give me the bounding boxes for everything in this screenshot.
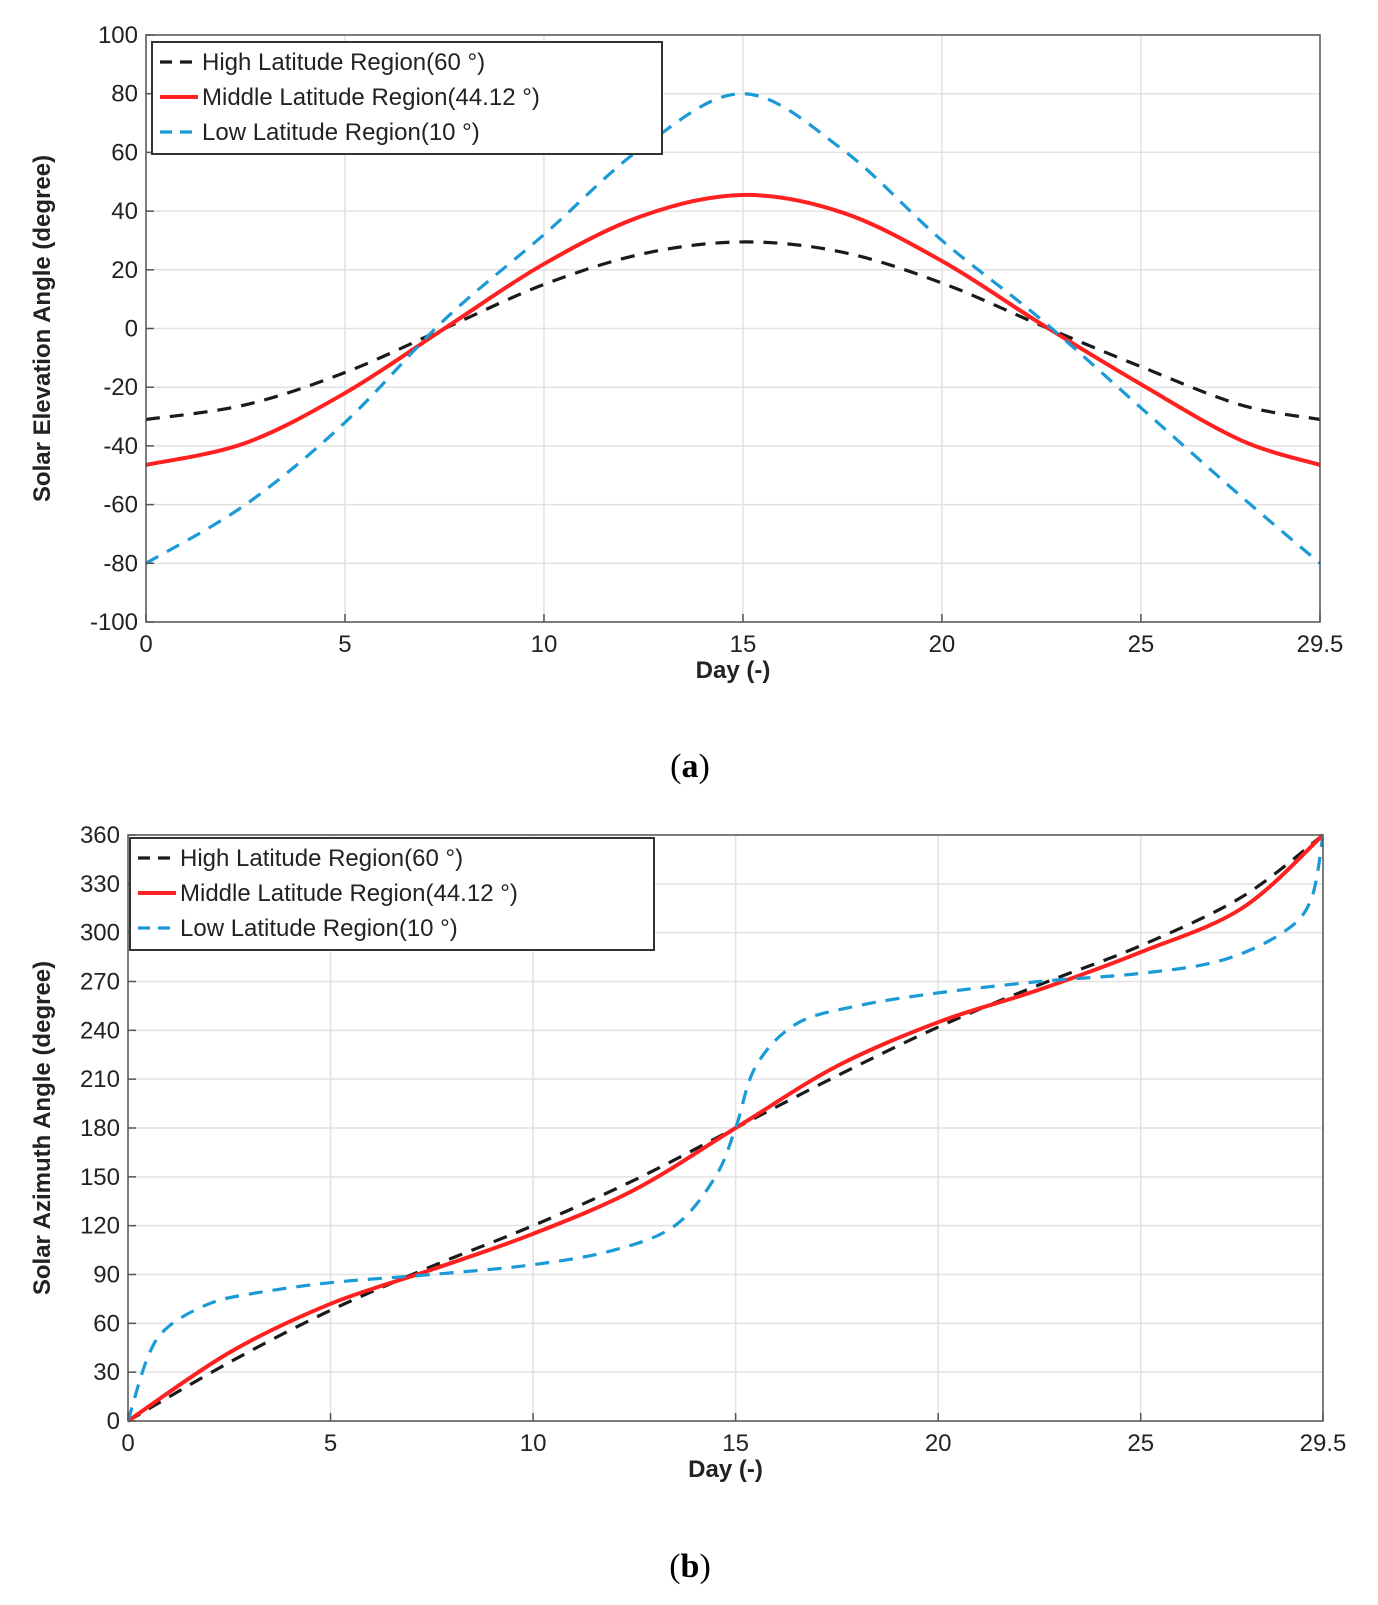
- chart-a: 0 5 10 15 20 25 29.5 -100 -80 -60 -40 -20 0 20 40 60 80 1…: [29, 22, 1343, 684]
- chart-a-y-axis-label: Solar Elevation Angle (degree): [29, 155, 56, 502]
- chart-a-y-tick-label: 80: [111, 81, 138, 108]
- chart-a-series-line-0: [146, 240, 1320, 422]
- chart-a-x-tick-label: 10: [531, 631, 558, 658]
- chart-a-legend-label-2: Low Latitude Region(10 °): [202, 119, 480, 146]
- chart-a-y-tick-label: -60: [103, 492, 138, 519]
- chart-b-y-tick-label: 120: [80, 1213, 120, 1240]
- chart-b-x-tick-label: 5: [324, 1430, 337, 1457]
- chart-b-y-tick-label: 300: [80, 920, 120, 947]
- chart-a-series-line-2: [146, 92, 1320, 565]
- chart-a-legend-label-1: Middle Latitude Region(44.12 °): [202, 84, 540, 111]
- chart-a-y-tick-label: -80: [103, 550, 138, 577]
- chart-b-y-tick-label: 270: [80, 969, 120, 996]
- chart-a-legend: High Latitude Region(60 °) Middle Latitud…: [151, 41, 663, 155]
- chart-b: 0 5 10 15 20 25 29.5 0 30 60 90 120 150 180 210 240 270 3…: [29, 822, 1346, 1483]
- caption-b: (b): [669, 1548, 711, 1585]
- chart-b-y-tick-label: 60: [93, 1310, 120, 1337]
- chart-a-y-tick-label: 0: [125, 316, 138, 343]
- chart-a-x-tick-label: 29.5: [1297, 631, 1344, 658]
- chart-a-y-tick-label: 20: [111, 257, 138, 284]
- chart-b-y-tick-label: 240: [80, 1017, 120, 1044]
- chart-b-legend-label-1: Middle Latitude Region(44.12 °): [180, 880, 518, 907]
- caption-a: (a): [670, 748, 710, 785]
- chart-b-y-tick-label: 150: [80, 1164, 120, 1191]
- caption-a-letter: a: [682, 748, 699, 785]
- chart-a-y-tick-label: -20: [103, 374, 138, 401]
- chart-a-y-tick-label: 60: [111, 139, 138, 166]
- chart-b-x-tick-label: 20: [925, 1430, 952, 1457]
- chart-b-y-tick-label: 0: [107, 1408, 120, 1435]
- chart-b-legend: High Latitude Region(60 °) Middle Latitud…: [129, 837, 655, 951]
- chart-a-y-tick-label: -40: [103, 433, 138, 460]
- chart-b-y-tick-label: 180: [80, 1115, 120, 1142]
- chart-b-legend-box: [129, 837, 655, 951]
- chart-b-legend-label-2: Low Latitude Region(10 °): [180, 915, 458, 942]
- chart-b-y-tick-label: 30: [93, 1359, 120, 1386]
- chart-b-x-tick-label: 10: [520, 1430, 547, 1457]
- chart-b-series-line-1: [128, 833, 1323, 1423]
- chart-a-x-tick-label: 20: [929, 631, 956, 658]
- chart-b-y-tick-label: 210: [80, 1066, 120, 1093]
- chart-b-x-tick-label: 29.5: [1300, 1430, 1347, 1457]
- chart-b-x-axis-label: Day (-): [688, 1456, 763, 1483]
- chart-a-legend-label-0: High Latitude Region(60 °): [202, 49, 485, 76]
- chart-a-x-axis-label: Day (-): [696, 657, 771, 684]
- chart-a-x-tick-label: 25: [1128, 631, 1155, 658]
- chart-a-y-tick-label: -100: [90, 609, 138, 636]
- chart-b-y-tick-label: 330: [80, 871, 120, 898]
- chart-a-x-tick-label: 0: [139, 631, 152, 658]
- chart-b-legend-label-0: High Latitude Region(60 °): [180, 845, 463, 872]
- chart-b-y-tick-label: 360: [80, 822, 120, 849]
- chart-a-x-tick-label: 5: [338, 631, 351, 658]
- chart-b-y-tick-label: 90: [93, 1262, 120, 1289]
- chart-a-series-line-1: [146, 192, 1320, 467]
- chart-b-x-tick-label: 25: [1127, 1430, 1154, 1457]
- chart-b-x-tick-label: 15: [722, 1430, 749, 1457]
- chart-b-x-tick-label: 0: [121, 1430, 134, 1457]
- caption-b-letter: b: [681, 1548, 700, 1585]
- chart-a-x-tick-label: 15: [730, 631, 757, 658]
- chart-a-y-tick-label: 100: [98, 22, 138, 49]
- chart-a-legend-box: [151, 41, 663, 155]
- chart-a-y-tick-label: 40: [111, 198, 138, 225]
- chart-b-y-axis-label: Solar Azimuth Angle (degree): [29, 961, 56, 1295]
